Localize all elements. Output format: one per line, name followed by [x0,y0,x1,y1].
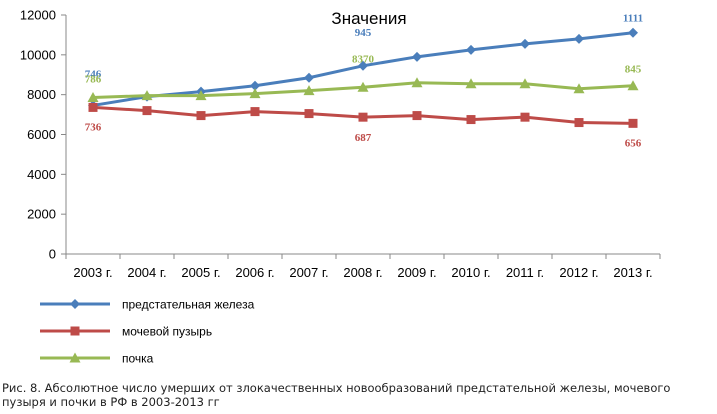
data-point [358,112,368,122]
series-1 [88,102,638,128]
data-point [88,102,98,112]
x-axis: 2003 г. 2004 г. 2005 г. 2006 г. 2007 г. 2008 … [65,253,661,280]
x-tick-label: 2005 г. [181,265,220,280]
data-point [411,77,423,88]
data-point [466,115,476,125]
data-point [142,106,152,116]
legend-label: предстательная железа [122,298,255,312]
x-tick-label: 2010 г. [451,265,490,280]
data-point [465,78,477,89]
data-point [87,91,99,102]
data-point [357,81,369,92]
data-label: 786 [85,73,102,85]
legend-item: предстательная железа [40,298,255,312]
data-point [628,27,638,38]
line-chart: 0 2000 4000 6000 8000 10000 12000 2003 г. 2004 … [20,8,661,366]
figure-caption: Рис. 8. Абсолютное число умерших от злок… [2,381,671,409]
x-tick-label: 2012 г. [559,265,598,280]
y-tick-label: 4000 [27,167,56,182]
data-point [466,44,476,55]
data-point [303,85,315,96]
legend: предстательная железа мочевой пузырь почка [40,298,255,366]
data-point [358,60,368,71]
legend-label: почка [122,352,154,366]
legend-marker [70,299,80,309]
y-axis: 0 2000 4000 6000 8000 10000 12000 [20,8,67,262]
x-tick-label: 2006 г. [235,265,274,280]
x-tick-label: 2011 г. [506,265,544,280]
data-point [304,72,314,83]
data-point [574,33,584,44]
y-tick-label: 2000 [27,207,56,222]
x-tick-label: 2009 г. [397,265,436,280]
data-point [520,38,530,49]
data-point [195,90,207,101]
y-tick-label: 6000 [27,127,56,142]
data-point [250,107,260,117]
series-0 [88,27,638,111]
data-label: 845 [625,64,642,76]
data-point [412,51,422,62]
series-layer [87,27,639,128]
series-2 [87,77,639,102]
data-point [304,109,314,119]
y-tick-label: 8000 [27,87,56,102]
data-label: 1111 [623,13,643,25]
data-label: 656 [625,137,642,149]
data-labels: 746 945 1111 736 687 656 786 8370 845 [85,13,643,150]
legend-label: мочевой пузырь [122,325,212,339]
data-point [141,90,153,101]
data-label: 736 [85,121,102,133]
y-tick-label: 12000 [20,8,56,23]
legend-marker [70,326,80,336]
data-label: 687 [355,132,372,144]
data-label: 945 [355,27,372,39]
data-label: 746 [85,68,102,80]
data-point [412,111,422,121]
x-tick-label: 2008 г. [343,265,382,280]
data-point [573,83,585,94]
x-tick-label: 2004 г. [127,265,166,280]
y-tick-label: 0 [49,247,56,262]
data-point [196,111,206,121]
legend-marker [69,352,81,363]
data-point [520,112,530,122]
data-point [627,80,639,91]
y-tick-label: 10000 [20,47,56,62]
data-label: 8370 [352,53,375,65]
data-point [519,78,531,89]
x-tick-label: 2007 г. [289,265,328,280]
legend-item: почка [40,352,154,366]
legend-item: мочевой пузырь [40,325,212,339]
data-point [628,118,638,128]
chart-title: Значения [331,9,406,28]
data-point [250,80,260,91]
x-tick-label: 2013 г. [613,265,652,280]
data-point [249,88,261,99]
x-tick-label: 2003 г. [73,265,112,280]
data-point [574,118,584,128]
